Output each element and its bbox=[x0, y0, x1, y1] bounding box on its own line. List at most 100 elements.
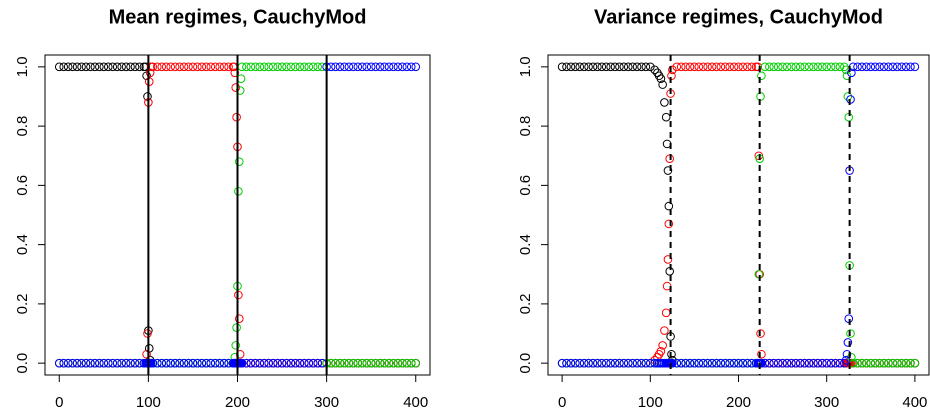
point bbox=[362, 358, 372, 368]
point bbox=[579, 358, 589, 368]
y-tick-label: 0.4 bbox=[517, 234, 534, 255]
point bbox=[234, 314, 244, 324]
y-tick-label: 0.6 bbox=[14, 175, 31, 196]
point bbox=[853, 358, 862, 368]
point bbox=[326, 358, 336, 368]
point bbox=[99, 358, 109, 368]
point bbox=[906, 358, 915, 368]
point bbox=[658, 341, 667, 350]
point bbox=[210, 358, 220, 368]
point bbox=[831, 62, 840, 72]
point bbox=[103, 358, 113, 368]
point bbox=[231, 83, 241, 92]
point bbox=[707, 62, 717, 72]
point bbox=[112, 358, 122, 368]
point bbox=[362, 62, 372, 72]
point bbox=[81, 62, 91, 72]
point bbox=[308, 358, 318, 368]
point bbox=[406, 62, 416, 72]
point bbox=[897, 62, 906, 72]
point bbox=[725, 62, 734, 72]
point bbox=[760, 358, 770, 368]
point bbox=[353, 62, 363, 72]
point bbox=[295, 358, 305, 368]
point bbox=[694, 358, 704, 368]
point bbox=[593, 62, 602, 72]
point bbox=[892, 358, 902, 368]
y-tick-label: 0.0 bbox=[14, 353, 31, 374]
point bbox=[813, 62, 823, 72]
point bbox=[738, 358, 748, 368]
point bbox=[661, 112, 671, 122]
point bbox=[765, 62, 774, 72]
point bbox=[291, 62, 300, 72]
point bbox=[54, 62, 64, 72]
point bbox=[259, 62, 269, 72]
point bbox=[782, 358, 792, 368]
point bbox=[747, 62, 757, 72]
point bbox=[566, 358, 576, 368]
point bbox=[703, 358, 712, 368]
point bbox=[215, 358, 224, 368]
point bbox=[888, 358, 898, 368]
point bbox=[90, 62, 100, 72]
point bbox=[166, 62, 175, 72]
point bbox=[357, 358, 367, 368]
point bbox=[375, 62, 385, 72]
point bbox=[90, 358, 100, 368]
point bbox=[197, 358, 207, 368]
point bbox=[357, 62, 367, 72]
point bbox=[175, 358, 184, 368]
point bbox=[712, 62, 721, 72]
point bbox=[826, 62, 836, 72]
point bbox=[660, 98, 669, 107]
point bbox=[393, 358, 403, 368]
point bbox=[795, 358, 805, 368]
point bbox=[331, 62, 340, 72]
point bbox=[870, 358, 880, 368]
point bbox=[690, 358, 699, 368]
point bbox=[344, 358, 354, 368]
x-tick-label: 0 bbox=[558, 394, 566, 411]
point bbox=[757, 349, 766, 359]
point bbox=[641, 358, 651, 368]
point bbox=[117, 62, 126, 72]
point bbox=[809, 358, 818, 368]
chart-title: Variance regimes, CauchyMod bbox=[594, 6, 883, 28]
point bbox=[68, 62, 77, 72]
y-tick-label: 0.4 bbox=[14, 234, 31, 255]
point bbox=[601, 358, 611, 368]
point bbox=[663, 166, 673, 175]
point bbox=[623, 358, 633, 368]
point bbox=[340, 358, 349, 368]
point bbox=[291, 358, 300, 368]
point bbox=[765, 358, 774, 368]
point bbox=[371, 62, 380, 72]
point bbox=[615, 358, 624, 368]
point bbox=[384, 62, 394, 72]
point bbox=[304, 62, 314, 72]
x-tick-label: 0 bbox=[55, 394, 63, 411]
point bbox=[584, 358, 593, 368]
point bbox=[663, 255, 673, 264]
point bbox=[879, 358, 889, 368]
point bbox=[108, 62, 118, 72]
point bbox=[641, 62, 651, 72]
point bbox=[571, 358, 580, 368]
point bbox=[237, 62, 247, 72]
point bbox=[809, 62, 818, 72]
point bbox=[804, 358, 814, 368]
point bbox=[161, 62, 171, 72]
point bbox=[817, 358, 827, 368]
point bbox=[579, 62, 589, 72]
y-tick-label: 0.8 bbox=[14, 116, 31, 137]
point bbox=[117, 358, 126, 368]
point bbox=[846, 329, 855, 338]
point bbox=[853, 62, 862, 72]
point bbox=[371, 358, 380, 368]
point bbox=[286, 62, 296, 72]
point bbox=[335, 62, 345, 72]
point bbox=[259, 358, 269, 368]
point bbox=[344, 62, 354, 72]
point bbox=[685, 62, 695, 72]
